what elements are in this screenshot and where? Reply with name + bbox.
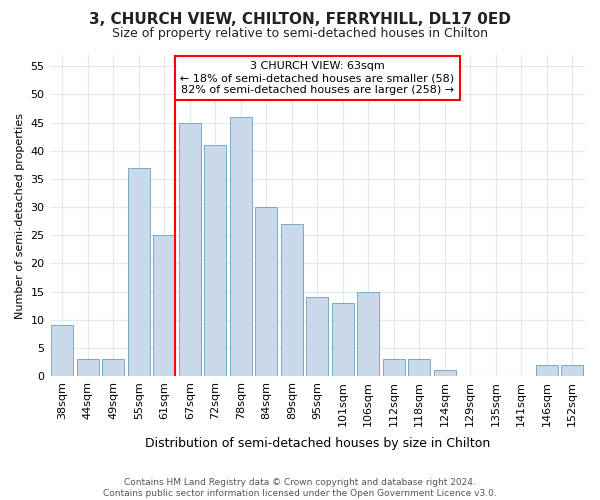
Bar	[205, 145, 226, 376]
Bar	[332, 303, 353, 376]
Bar	[281, 224, 302, 376]
Bar	[128, 168, 149, 376]
Text: Size of property relative to semi-detached houses in Chilton: Size of property relative to semi-detach…	[112, 28, 488, 40]
Bar	[383, 359, 404, 376]
Bar	[103, 359, 124, 376]
Bar	[230, 117, 251, 376]
Bar	[358, 292, 379, 376]
Bar	[154, 235, 175, 376]
Bar	[536, 365, 557, 376]
Bar	[52, 326, 73, 376]
Text: 3, CHURCH VIEW, CHILTON, FERRYHILL, DL17 0ED: 3, CHURCH VIEW, CHILTON, FERRYHILL, DL17…	[89, 12, 511, 28]
Bar	[409, 359, 430, 376]
Bar	[77, 359, 98, 376]
Bar	[179, 122, 200, 376]
Bar	[562, 365, 583, 376]
Bar	[256, 207, 277, 376]
Bar	[434, 370, 455, 376]
X-axis label: Distribution of semi-detached houses by size in Chilton: Distribution of semi-detached houses by …	[145, 437, 490, 450]
Text: 3 CHURCH VIEW: 63sqm
← 18% of semi-detached houses are smaller (58)
82% of semi-: 3 CHURCH VIEW: 63sqm ← 18% of semi-detac…	[180, 62, 454, 94]
Bar	[307, 297, 328, 376]
Y-axis label: Number of semi-detached properties: Number of semi-detached properties	[15, 112, 25, 318]
Text: Contains HM Land Registry data © Crown copyright and database right 2024.
Contai: Contains HM Land Registry data © Crown c…	[103, 478, 497, 498]
